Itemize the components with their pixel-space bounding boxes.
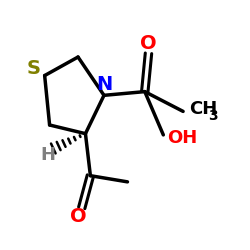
Text: OH: OH bbox=[167, 129, 197, 147]
Text: N: N bbox=[96, 75, 112, 94]
Text: O: O bbox=[70, 207, 86, 226]
Text: CH: CH bbox=[189, 100, 218, 118]
Text: S: S bbox=[26, 59, 40, 78]
Text: 3: 3 bbox=[208, 108, 218, 122]
Text: O: O bbox=[140, 34, 157, 53]
Text: H: H bbox=[41, 146, 56, 164]
